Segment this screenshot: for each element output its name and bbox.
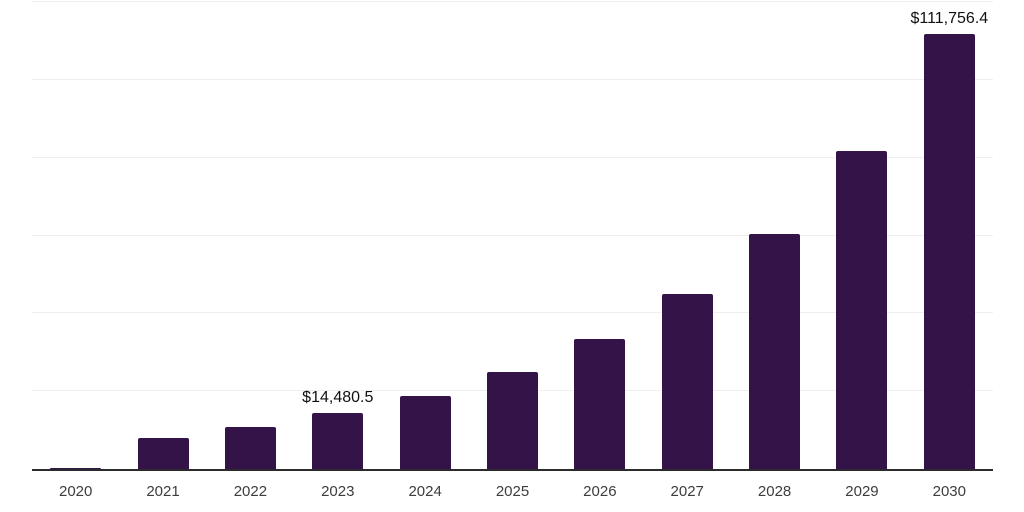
plot-area: $14,480.5 $111,756.4 bbox=[32, 1, 993, 469]
x-tick-2025: 2025 bbox=[495, 483, 530, 500]
bar-2020 bbox=[50, 468, 102, 469]
gridline-120000 bbox=[32, 1, 993, 2]
x-tick-2022: 2022 bbox=[233, 483, 268, 500]
x-tick-2030: 2030 bbox=[932, 483, 966, 500]
x-tick-2024: 2024 bbox=[408, 483, 442, 500]
x-axis-line bbox=[32, 469, 993, 471]
bar-2026 bbox=[574, 338, 626, 469]
bar-2023 bbox=[312, 412, 364, 469]
gridline-100000 bbox=[32, 78, 993, 80]
bar-2024 bbox=[399, 396, 451, 469]
data-label-2023: $14,480.5 bbox=[302, 388, 374, 406]
x-tick-2029: 2029 bbox=[845, 483, 879, 500]
x-tick-2027: 2027 bbox=[670, 483, 704, 500]
gridline-80000 bbox=[32, 156, 993, 158]
bar-2029 bbox=[836, 150, 888, 469]
bar-2030 bbox=[923, 34, 975, 469]
x-tick-2028: 2028 bbox=[757, 483, 792, 500]
bar-2021 bbox=[137, 438, 189, 469]
x-axis: 2020 2021 2022 2023 2024 2025 2026 2027 2028 2029… bbox=[32, 482, 993, 504]
bar-2027 bbox=[661, 293, 713, 469]
x-tick-2026: 2026 bbox=[583, 483, 617, 500]
x-tick-2020: 2020 bbox=[58, 483, 93, 500]
gridline-40000 bbox=[32, 312, 993, 314]
bar-2022 bbox=[224, 426, 276, 469]
bar-2025 bbox=[487, 371, 538, 469]
gridline-60000 bbox=[32, 234, 993, 236]
x-tick-2023: 2023 bbox=[321, 483, 355, 500]
data-label-2030: $111,756.4 bbox=[910, 10, 989, 28]
bar-2028 bbox=[749, 234, 801, 469]
x-tick-2021: 2021 bbox=[146, 483, 180, 500]
